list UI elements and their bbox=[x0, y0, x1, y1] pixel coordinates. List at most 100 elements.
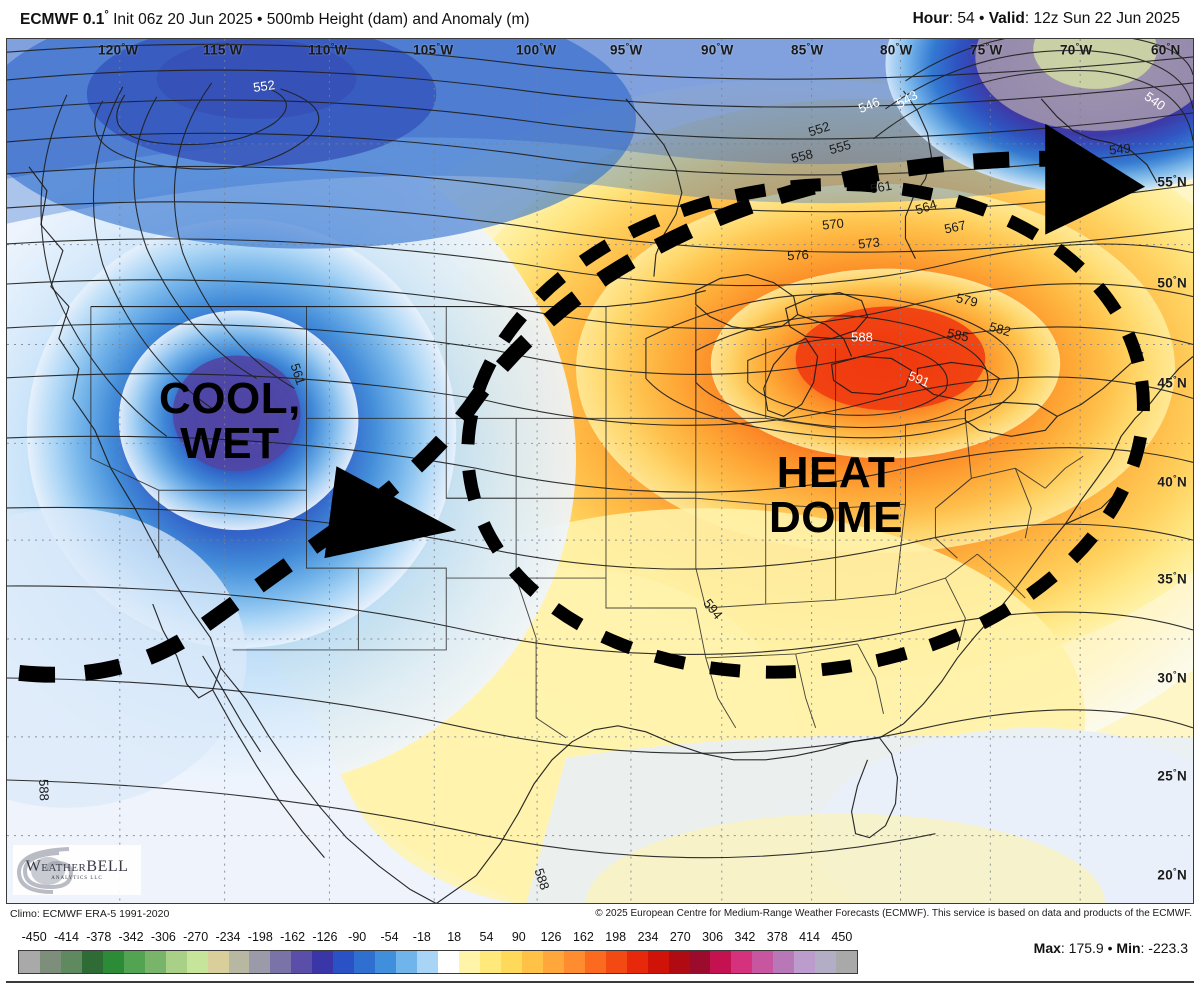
max-label: Max bbox=[1033, 940, 1061, 956]
map-canvas bbox=[7, 39, 1193, 903]
colorbar-tick--18: -18 bbox=[412, 930, 431, 944]
colorbar-swatch-23 bbox=[500, 951, 522, 973]
lat-label-50N: 50°N bbox=[1157, 274, 1187, 291]
lon-label-105W: 105°W bbox=[413, 41, 454, 58]
colorbar-tick-306: 306 bbox=[702, 930, 724, 944]
colorbar-panel: -450 -414 -378 -342 -306 -270 -234 -198 -162 -126… bbox=[18, 930, 858, 974]
annotation-heat-dome: HEAT DOME bbox=[769, 448, 903, 542]
colorbar-swatch-8 bbox=[186, 951, 208, 973]
lat-label-25N: 25°N bbox=[1157, 767, 1187, 784]
colorbar-swatch-34 bbox=[731, 951, 753, 973]
valid-label: Valid bbox=[988, 10, 1025, 27]
colorbar-swatch-1 bbox=[39, 951, 61, 973]
colorbar-swatch-15 bbox=[333, 951, 355, 973]
colorbar-swatch-13 bbox=[291, 951, 313, 973]
lon-label-70W: 70°W bbox=[1060, 41, 1093, 58]
contour-label-549: 549 bbox=[1108, 140, 1132, 158]
min-value: : -223.3 bbox=[1140, 940, 1188, 956]
colorbar-tick--54: -54 bbox=[380, 930, 399, 944]
lat-label-20N: 20°N bbox=[1157, 866, 1187, 883]
colorbar-swatch-7 bbox=[165, 951, 187, 973]
lat-label-30N: 30°N bbox=[1157, 669, 1187, 686]
lon-label-100W: 100°W bbox=[516, 41, 557, 58]
colorbar-tick--342: -342 bbox=[118, 930, 144, 944]
colorbar-swatch-30 bbox=[647, 951, 669, 973]
colorbar-swatch-18 bbox=[396, 951, 418, 973]
colorbar-swatch-31 bbox=[668, 951, 690, 973]
colorbar-swatch-37 bbox=[794, 951, 816, 973]
colorbar-swatch-19 bbox=[417, 951, 439, 973]
logo-bell: BELL bbox=[86, 858, 129, 875]
colorbar-swatch-32 bbox=[689, 951, 711, 973]
lon-label-80W: 80°W bbox=[880, 41, 913, 58]
colorbar-swatch-6 bbox=[144, 951, 166, 973]
colorbar-tick--450: -450 bbox=[21, 930, 47, 944]
colorbar-swatch-3 bbox=[81, 951, 103, 973]
contour-label-552: 552 bbox=[252, 77, 276, 95]
colorbar-swatch-20 bbox=[438, 951, 460, 973]
logo-weather-rest: EATHER bbox=[41, 862, 87, 874]
colorbar-tick-450: 450 bbox=[831, 930, 853, 944]
max-min-readout: Max: 175.9 • Min: -223.3 bbox=[1034, 940, 1188, 956]
lat-label-55N: 55°N bbox=[1157, 173, 1187, 190]
colorbar-tick-54: 54 bbox=[479, 930, 494, 944]
colorbar-tick-378: 378 bbox=[766, 930, 788, 944]
colorbar-swatch-35 bbox=[752, 951, 774, 973]
colorbar-tick-126: 126 bbox=[540, 930, 562, 944]
contour-label-573: 573 bbox=[857, 234, 881, 252]
colorbar-swatch-24 bbox=[521, 951, 543, 973]
title-left: ECMWF 0.1° Init 06z 20 Jun 2025 • 500mb … bbox=[20, 9, 530, 29]
colorbar-swatch-33 bbox=[710, 951, 732, 973]
lon-label-90W: 90°W bbox=[701, 41, 734, 58]
map-panel[interactable]: 120°W 115°W 110°W 105°W 100°W 95°W 90°W 85°W 80°… bbox=[6, 38, 1194, 904]
lon-label-120W: 120°W bbox=[98, 41, 139, 58]
colorbar-swatch-2 bbox=[60, 951, 82, 973]
colorbar-swatch-39 bbox=[836, 951, 858, 973]
colorbar-tick-198: 198 bbox=[605, 930, 627, 944]
header-bar: ECMWF 0.1° Init 06z 20 Jun 2025 • 500mb … bbox=[0, 0, 1200, 38]
colorbar-tick--270: -270 bbox=[183, 930, 209, 944]
title-init-text: Init 06z 20 Jun 2025 • 500mb Height (dam… bbox=[108, 11, 530, 29]
logo-subtitle: ANALYTICS LLC bbox=[51, 876, 103, 881]
lon-label-85W: 85°W bbox=[791, 41, 824, 58]
lon-label-110W: 110°W bbox=[308, 41, 348, 58]
colorbar-swatch-11 bbox=[249, 951, 271, 973]
lon-label-95W: 95°W bbox=[610, 41, 643, 58]
title-right: Hour: 54 • Valid: 12z Sun 22 Jun 2025 bbox=[913, 10, 1180, 28]
annotation-cool-wet: COOL, WET bbox=[159, 374, 301, 468]
colorbar-swatch-26 bbox=[563, 951, 585, 973]
colorbar-swatch-29 bbox=[626, 951, 648, 973]
lon-label-115W: 115°W bbox=[203, 41, 243, 58]
colorbar-tick-342: 342 bbox=[734, 930, 756, 944]
logo-swirl-icon bbox=[13, 845, 141, 895]
colorbar-swatch-0 bbox=[19, 951, 40, 973]
colorbar-swatch-17 bbox=[375, 951, 397, 973]
colorbar-swatch-10 bbox=[228, 951, 250, 973]
colorbar-tick-234: 234 bbox=[637, 930, 659, 944]
lat-label-40N: 40°N bbox=[1157, 473, 1187, 490]
colorbar-swatch-12 bbox=[270, 951, 292, 973]
colorbar-swatch-21 bbox=[459, 951, 480, 973]
lat-label-45N: 45°N bbox=[1157, 374, 1187, 391]
valid-value: : 12z Sun 22 Jun 2025 bbox=[1024, 10, 1180, 27]
colorbar-tick-labels: -450 -414 -378 -342 -306 -270 -234 -198 -162 -126… bbox=[18, 930, 858, 948]
colorbar-swatch-5 bbox=[123, 951, 145, 973]
colorbar-tick--126: -126 bbox=[312, 930, 338, 944]
colorbar-swatch-25 bbox=[542, 951, 564, 973]
colorbar-tick-162: 162 bbox=[572, 930, 594, 944]
lat-label-35N: 35°N bbox=[1157, 570, 1187, 587]
logo-weather: W bbox=[25, 858, 42, 875]
colorbar-tick--414: -414 bbox=[53, 930, 79, 944]
colorbar-tick--198: -198 bbox=[247, 930, 273, 944]
logo-text: WEATHERBELL ANALYTICS LLC bbox=[25, 858, 129, 882]
ecmwf-credit: © 2025 European Centre for Medium-Range … bbox=[595, 908, 1192, 919]
colorbar-swatch-36 bbox=[773, 951, 795, 973]
contour-label-576: 576 bbox=[786, 246, 810, 264]
colorbar-swatch-4 bbox=[102, 951, 124, 973]
hour-label: Hour bbox=[912, 10, 949, 27]
max-value: : 175.9 • bbox=[1060, 940, 1117, 956]
min-label: Min bbox=[1116, 940, 1141, 956]
colorbar-gradient bbox=[18, 950, 858, 974]
contour-label-570: 570 bbox=[821, 215, 845, 233]
